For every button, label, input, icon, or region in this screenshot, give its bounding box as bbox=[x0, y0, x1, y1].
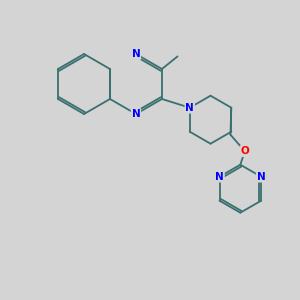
Text: O: O bbox=[241, 146, 249, 156]
Text: N: N bbox=[185, 103, 194, 113]
Text: N: N bbox=[257, 172, 266, 182]
Text: N: N bbox=[215, 172, 224, 182]
Text: N: N bbox=[132, 49, 140, 59]
Text: N: N bbox=[132, 109, 140, 119]
